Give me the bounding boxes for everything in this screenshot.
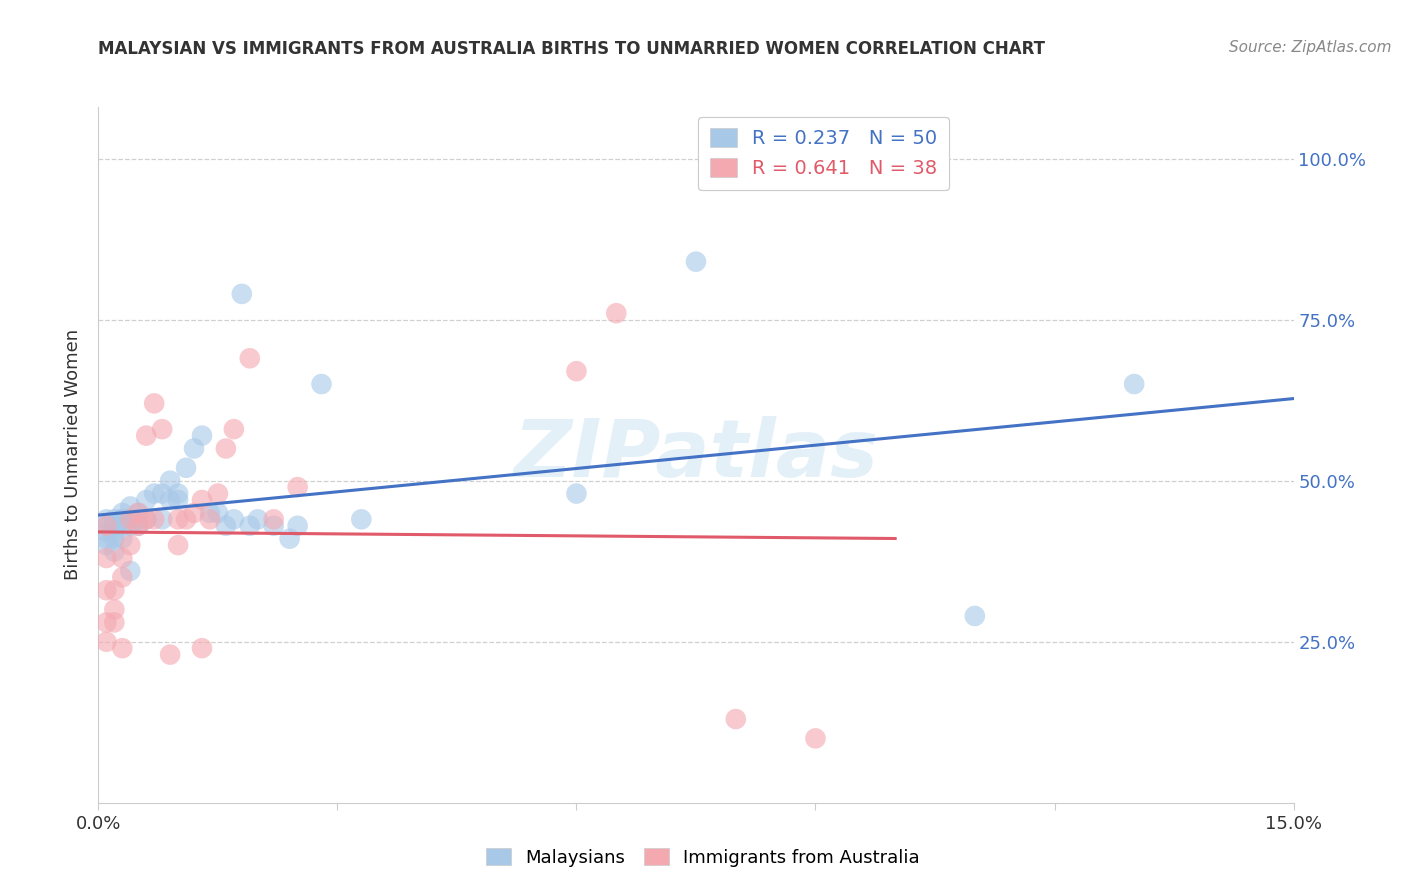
Point: [167, 493, 190, 508]
Legend: Malaysians, Immigrants from Australia: Malaysians, Immigrants from Australia: [479, 841, 927, 874]
Point: [120, 564, 142, 578]
Point: [174, 460, 197, 475]
Point: [804, 731, 827, 746]
Point: [215, 442, 238, 456]
Point: [231, 286, 253, 301]
Point: [120, 518, 142, 533]
Point: [135, 512, 157, 526]
Point: [103, 532, 125, 546]
Point: [167, 538, 190, 552]
Point: [278, 532, 301, 546]
Point: [120, 538, 142, 552]
Point: [127, 506, 149, 520]
Point: [191, 428, 214, 442]
Point: [96, 583, 118, 598]
Point: [239, 518, 262, 533]
Point: [127, 518, 149, 533]
Point: [120, 512, 142, 526]
Point: [724, 712, 747, 726]
Point: [111, 512, 134, 526]
Point: [103, 615, 125, 630]
Point: [111, 506, 134, 520]
Point: [111, 518, 134, 533]
Point: [96, 518, 118, 533]
Point: [198, 512, 221, 526]
Point: [111, 512, 134, 526]
Point: [111, 570, 134, 584]
Point: [96, 615, 118, 630]
Point: [120, 500, 142, 514]
Point: [143, 486, 166, 500]
Text: MALAYSIAN VS IMMIGRANTS FROM AUSTRALIA BIRTHS TO UNMARRIED WOMEN CORRELATION CHA: MALAYSIAN VS IMMIGRANTS FROM AUSTRALIA B…: [98, 40, 1046, 58]
Text: ZIPatlas: ZIPatlas: [513, 416, 879, 494]
Point: [174, 512, 197, 526]
Point: [103, 583, 125, 598]
Point: [311, 377, 333, 392]
Point: [96, 532, 118, 546]
Point: [135, 512, 157, 526]
Point: [143, 512, 166, 526]
Point: [96, 538, 118, 552]
Point: [350, 512, 373, 526]
Point: [159, 493, 181, 508]
Point: [127, 506, 149, 520]
Point: [963, 609, 986, 624]
Point: [150, 486, 173, 500]
Point: [111, 641, 134, 656]
Point: [143, 396, 166, 410]
Point: [103, 518, 125, 533]
Point: [191, 493, 214, 508]
Point: [103, 525, 125, 540]
Point: [191, 641, 214, 656]
Point: [120, 512, 142, 526]
Point: [127, 518, 149, 533]
Point: [127, 512, 149, 526]
Point: [150, 512, 173, 526]
Point: [605, 306, 627, 320]
Point: [111, 532, 134, 546]
Legend: R = 0.237   N = 50, R = 0.641   N = 38: R = 0.237 N = 50, R = 0.641 N = 38: [697, 117, 949, 190]
Point: [159, 648, 181, 662]
Y-axis label: Births to Unmarried Women: Births to Unmarried Women: [65, 329, 83, 581]
Point: [222, 512, 245, 526]
Text: Source: ZipAtlas.com: Source: ZipAtlas.com: [1229, 40, 1392, 55]
Point: [239, 351, 262, 366]
Point: [222, 422, 245, 436]
Point: [565, 486, 588, 500]
Point: [287, 480, 309, 494]
Point: [96, 518, 118, 533]
Point: [150, 422, 173, 436]
Point: [287, 518, 309, 533]
Point: [103, 544, 125, 558]
Point: [103, 512, 125, 526]
Point: [96, 634, 118, 648]
Point: [135, 493, 157, 508]
Point: [263, 512, 285, 526]
Point: [159, 474, 181, 488]
Point: [96, 525, 118, 540]
Point: [103, 602, 125, 616]
Point: [111, 551, 134, 566]
Point: [215, 518, 238, 533]
Point: [167, 486, 190, 500]
Point: [1123, 377, 1146, 392]
Point: [183, 442, 205, 456]
Point: [246, 512, 269, 526]
Point: [207, 486, 229, 500]
Point: [198, 506, 221, 520]
Point: [96, 512, 118, 526]
Point: [207, 506, 229, 520]
Point: [167, 512, 190, 526]
Point: [135, 428, 157, 442]
Point: [565, 364, 588, 378]
Point: [96, 551, 118, 566]
Point: [685, 254, 707, 268]
Point: [263, 518, 285, 533]
Point: [183, 506, 205, 520]
